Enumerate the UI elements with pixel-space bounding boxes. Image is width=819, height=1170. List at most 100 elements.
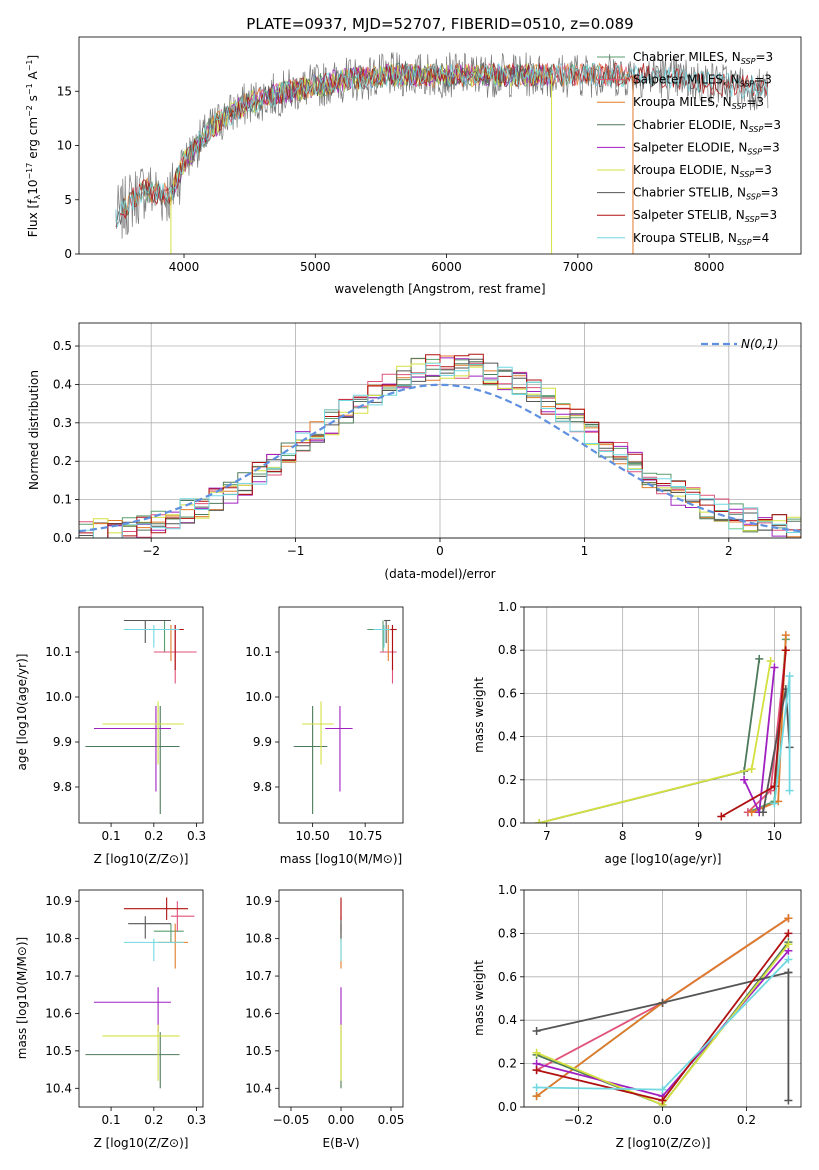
legend-label-chabrier-stelib: Chabrier STELIB, NSSP=3 [633, 186, 778, 202]
x-tick-label: −2 [142, 544, 160, 558]
weight-marker-kroupa-miles [532, 1092, 541, 1101]
weight-marker-kroupa-stelib [784, 955, 793, 964]
x-tick-label: 1 [581, 544, 589, 558]
y-tick-label: 0.6 [498, 970, 517, 984]
weight-marker-kroupa-miles [784, 914, 793, 923]
y-tick-label: 1.0 [498, 883, 517, 897]
y-tick-label: 10.0 [245, 690, 272, 704]
y-tick-label: 10.0 [45, 690, 72, 704]
y-tick-label: 0.0 [498, 1100, 517, 1114]
spectrum-lines [115, 52, 769, 254]
x-tick-label: 2 [725, 544, 733, 558]
x-tick-label: 7000 [563, 260, 594, 274]
spectrum-panel: 4000 5000 6000 7000 8000 0 5 10 15 Chabrier MILES… [25, 36, 802, 296]
x-tick-label: 4000 [169, 260, 200, 274]
errorbar-salpeter-elodie [93, 987, 171, 1033]
y-tick-label: 10.9 [245, 894, 272, 908]
y-tick-label: 0.5 [53, 339, 72, 353]
weight-marker-kroupa-stelib [658, 1085, 667, 1094]
y-axis-label: mass weight [472, 677, 486, 753]
errorbar-kroupa-stelib [123, 938, 184, 962]
weight-marker-chabrier-stelib [759, 808, 768, 817]
weight-marker-salpeter-stelib [784, 929, 793, 938]
y-tick-label: 9.8 [53, 780, 72, 794]
mass-vs-extinction-panel: −0.05 0.00 0.05 10.4 10.5 10.6 10.7 10.8 10.9 E(B… [245, 889, 405, 1150]
y-axis-label: age [log10(age/yr)] [15, 654, 29, 771]
y-tick-label: 9.8 [253, 780, 272, 794]
x-tick-label: 8000 [694, 260, 725, 274]
y-tick-label: 10 [57, 139, 72, 153]
y-axis-label: mass [log10(M/M⊙)] [15, 937, 29, 1059]
weight-marker-salpeter-stelib [658, 1096, 667, 1105]
y-tick-label: 15 [57, 84, 72, 98]
y-tick-label: 10.1 [45, 645, 72, 659]
weight-marker-salpeter-stelib [532, 1066, 541, 1075]
y-tick-label: 10.8 [45, 932, 72, 946]
weight-marker-chabrier-stelib [658, 998, 667, 1007]
axes-frame [278, 606, 404, 824]
errorbar-salpeter-elodie [93, 706, 171, 792]
axes-frame [78, 606, 204, 824]
axes-frame [523, 606, 802, 824]
y-axis-label: mass weight [472, 960, 486, 1036]
weight-marker-chabrier-stelib [784, 1096, 793, 1105]
y-tick-label: 0.3 [53, 416, 72, 430]
age-vs-mass-panel: 10.50 10.75 9.8 9.9 10.0 10.1 mass [log10(M/M⊙… [245, 606, 404, 866]
weight-vs-age-panel: 7 8 9 10 0.0 0.2 0.4 0.6 0.8 1.0 age [log10(age/yr… [472, 600, 802, 866]
errorbar-chabrier-stelib [384, 619, 391, 643]
axes-frame [78, 322, 802, 539]
x-tick-label: 10 [767, 829, 782, 843]
weight-marker-kroupa-stelib [785, 672, 794, 681]
weight-marker-chabrier-elodie [755, 654, 764, 663]
legend-label-kroupa-elodie: Kroupa ELODIE, NSSP=3 [633, 163, 772, 179]
x-axis-label: (data-model)/error [384, 567, 495, 581]
y-tick-label: 0.8 [498, 643, 517, 657]
y-tick-label: 0.8 [498, 926, 517, 940]
weight-line-chabrier-stelib [536, 971, 790, 1101]
x-tick-label: 0.05 [378, 1113, 405, 1127]
y-tick-label: 10.5 [45, 1044, 72, 1058]
errorbar-kroupa-elodie [302, 701, 334, 765]
y-tick-label: 0.6 [498, 686, 517, 700]
axes-frame [78, 36, 802, 255]
x-tick-label: 10.75 [348, 829, 382, 843]
weight-marker-chabrier-stelib [532, 1027, 541, 1036]
x-tick-label: 7 [543, 829, 551, 843]
x-axis-label: wavelength [Angstrom, rest frame] [334, 282, 545, 296]
y-tick-label: 10.6 [245, 1006, 272, 1020]
y-tick-label: 0.2 [498, 1057, 517, 1071]
legend-normal-label: N(0,1) [741, 337, 778, 351]
x-axis-label: Z [log10(Z/Z⊙)] [94, 1136, 189, 1150]
x-tick-label: 0.0 [653, 1113, 672, 1127]
weight-marker-salpeter-stelib [717, 812, 726, 821]
x-tick-label: 0.2 [737, 1113, 756, 1127]
y-axis-label: Normed distribution [27, 370, 41, 490]
weight-marker-kroupa-elodie [535, 819, 544, 823]
x-tick-label: 0 [436, 544, 444, 558]
legend-label-chabrier-miles: Chabrier MILES, NSSP=3 [633, 50, 773, 66]
x-tick-label: 0.1 [102, 829, 121, 843]
x-axis-label: Z [log10(Z/Z⊙)] [94, 852, 189, 866]
errorbar-chabrier-stelib [123, 619, 171, 643]
errorbar-salpeter-elodie [325, 706, 353, 792]
errorbar-kroupa-miles [153, 625, 182, 661]
x-tick-label: −0.2 [564, 1113, 593, 1127]
x-tick-label: 8 [619, 829, 627, 843]
legend-label-kroupa-miles: Kroupa MILES, NSSP=3 [633, 95, 764, 111]
x-axis-label: Z [log10(Z/Z⊙)] [616, 1136, 711, 1150]
weight-lines [535, 631, 794, 823]
x-tick-label: −0.05 [273, 1113, 310, 1127]
y-tick-label: 0.0 [498, 816, 517, 830]
x-tick-label: 5000 [300, 260, 331, 274]
residual-histogram-panel: −2 −1 0 1 2 0.0 0.1 0.2 0.3 0.4 0.5 N(0,1) (data-mod… [27, 322, 802, 581]
axes-frame [278, 889, 404, 1108]
x-tick-label: 10.50 [295, 829, 329, 843]
x-tick-label: 9 [695, 829, 703, 843]
y-tick-label: 1.0 [498, 600, 517, 614]
weight-vs-metallicity-panel: −0.2 0.0 0.2 0.0 0.2 0.4 0.6 0.8 1.0 Z [log10(Z/Z… [472, 883, 802, 1150]
y-tick-label: 5 [64, 193, 72, 207]
errorbar-chabrier-elodie [85, 706, 180, 814]
weight-marker-salpeter-elodie [740, 775, 749, 784]
age-vs-metallicity-panel: 0.1 0.2 0.3 9.8 9.9 10.0 10.1 Z [log10(Z/Z⊙)] ag… [15, 606, 206, 866]
errorbar-chabrier-miles [123, 620, 176, 652]
